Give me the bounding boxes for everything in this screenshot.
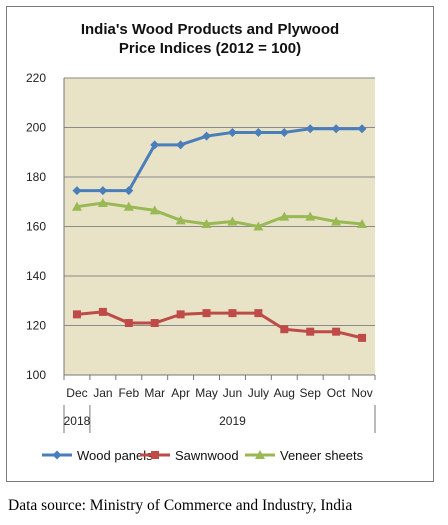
y-tick-label: 220 <box>26 71 46 85</box>
data-point <box>98 186 108 196</box>
data-point <box>149 205 160 215</box>
data-point <box>71 201 82 211</box>
data-source-note: Data source: Ministry of Commerce and In… <box>8 497 353 514</box>
data-point <box>279 211 290 221</box>
data-point <box>357 219 368 229</box>
x-tick-label: Jun <box>223 386 242 400</box>
line-chart: India's Wood Products and Plywood Price … <box>26 21 376 463</box>
data-point <box>254 309 263 318</box>
series-line <box>76 310 363 340</box>
data-point <box>331 124 341 134</box>
data-point <box>202 131 212 141</box>
data-point <box>253 127 263 137</box>
data-point <box>72 310 81 319</box>
x-tick-label: Nov <box>351 386 372 400</box>
legend-label: Sawnwood <box>175 448 239 463</box>
x-tick-label: Mar <box>144 386 165 400</box>
year-label: 2019 <box>219 414 246 428</box>
y-tick-label: 120 <box>26 319 46 333</box>
data-point <box>151 451 159 459</box>
y-tick-label: 180 <box>26 170 46 184</box>
legend-label: Veneer sheets <box>280 448 364 463</box>
data-point <box>176 140 186 150</box>
data-point <box>279 127 289 137</box>
year-label: 2018 <box>64 414 91 428</box>
data-point <box>176 310 185 319</box>
data-point <box>305 124 315 134</box>
data-point <box>202 309 211 318</box>
data-point <box>331 216 342 226</box>
data-point <box>228 309 237 318</box>
data-point <box>52 450 62 460</box>
x-tick-label: Oct <box>327 386 346 400</box>
data-point <box>332 327 341 336</box>
data-point <box>227 216 238 226</box>
data-point <box>253 221 264 231</box>
y-tick-label: 160 <box>26 220 46 234</box>
data-point <box>305 211 316 221</box>
y-tick-label: 200 <box>26 121 46 135</box>
data-point <box>175 215 186 225</box>
data-point <box>123 201 134 211</box>
data-point <box>280 325 289 334</box>
x-tick-label: Jan <box>93 386 112 400</box>
data-point <box>150 319 159 328</box>
data-point <box>72 186 82 196</box>
data-point <box>358 333 367 342</box>
chart-title-line-1: India's Wood Products and Plywood <box>81 21 339 38</box>
x-tick-label: Feb <box>118 386 139 400</box>
x-tick-label: Aug <box>274 386 295 400</box>
data-point <box>306 327 315 336</box>
x-tick-label: Dec <box>66 386 87 400</box>
data-point <box>97 197 108 207</box>
x-tick-label: July <box>248 386 269 400</box>
data-point <box>124 186 134 196</box>
x-tick-label: Apr <box>171 386 190 400</box>
data-point <box>255 450 265 459</box>
data-point <box>201 219 212 229</box>
x-tick-label: Sep <box>300 386 322 400</box>
legend-label: Wood panels <box>77 448 153 463</box>
y-tick-label: 140 <box>26 269 46 283</box>
data-point <box>227 127 237 137</box>
y-tick-label: 100 <box>26 368 46 382</box>
data-point <box>98 307 107 316</box>
chart-title-line-2: Price Indices (2012 = 100) <box>119 40 301 57</box>
data-point <box>150 140 160 150</box>
data-point <box>357 124 367 134</box>
series-line <box>76 201 363 228</box>
data-point <box>124 319 133 328</box>
x-tick-label: May <box>195 386 218 400</box>
